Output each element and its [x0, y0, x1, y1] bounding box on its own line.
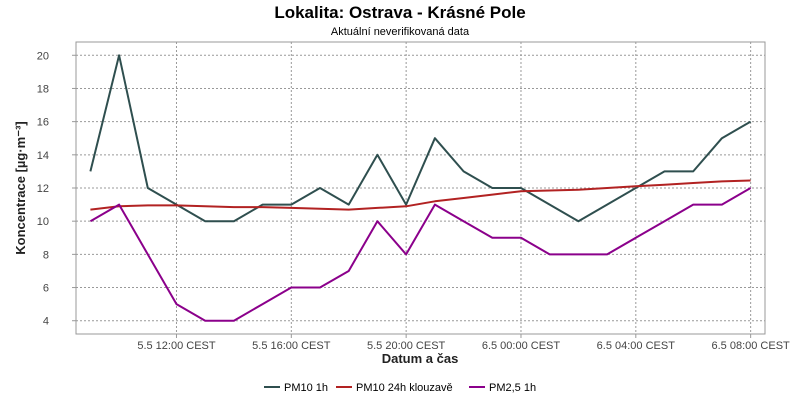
- plot-area: 4 6 8 10 12 14 16 18 20 5.5 12:00 CEST 5.5 16:00 …: [37, 41, 790, 352]
- legend-label: PM10 24h klouzavě: [356, 382, 453, 394]
- y-tick-label: 8: [43, 249, 49, 261]
- legend-label: PM10 1h: [284, 382, 328, 394]
- y-tick-label: 16: [37, 117, 49, 129]
- series-group: [89, 54, 752, 322]
- y-tick-label: 12: [37, 183, 49, 195]
- y-tick-label: 4: [43, 316, 49, 328]
- y-tick-label: 10: [37, 216, 49, 228]
- x-axis-ticks: 5.5 12:00 CEST 5.5 16:00 CEST 5.5 20:00 CE…: [137, 334, 790, 352]
- chart-subtitle: Aktuální neverifikovaná data: [331, 26, 470, 38]
- y-tick-label: 14: [37, 150, 49, 162]
- y-tick-label: 20: [37, 50, 49, 62]
- x-tick-label: 6.5 08:00 CEST: [712, 340, 791, 352]
- x-tick-label: 5.5 20:00 CEST: [367, 340, 446, 352]
- x-tick-label: 6.5 04:00 CEST: [597, 340, 676, 352]
- chart-title: Lokalita: Ostrava - Krásné Pole: [274, 3, 525, 22]
- series-line: [89, 187, 752, 322]
- y-tick-label: 6: [43, 283, 49, 295]
- legend-label: PM2,5 1h: [489, 382, 536, 394]
- series-line: [90, 179, 751, 211]
- legend: PM10 1h PM10 24h klouzavě PM2,5 1h: [264, 382, 536, 394]
- y-axis-label: Koncentrace [µg·m⁻³]: [13, 121, 28, 255]
- y-tick-label: 18: [37, 83, 49, 95]
- x-tick-label: 5.5 12:00 CEST: [137, 340, 216, 352]
- x-axis-label: Datum a čas: [382, 351, 459, 366]
- y-axis-ticks: 4 6 8 10 12 14 16 18 20: [37, 50, 76, 328]
- x-tick-label: 5.5 16:00 CEST: [252, 340, 331, 352]
- x-tick-label: 6.5 00:00 CEST: [482, 340, 561, 352]
